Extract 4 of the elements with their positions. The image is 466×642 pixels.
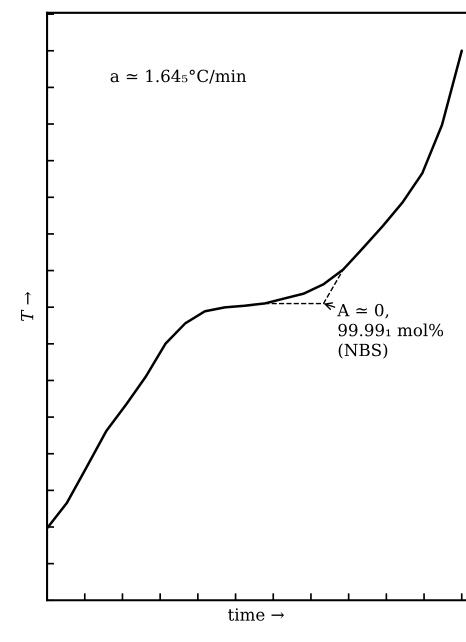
x-axis-title: time → xyxy=(228,608,284,621)
annotation: A ≃ 0, 99.99₁ mol% (NBS) xyxy=(337,304,444,359)
y-axis-title: T → xyxy=(21,292,34,321)
annotation: a ≃ 1.64₅°C/min xyxy=(110,70,246,84)
